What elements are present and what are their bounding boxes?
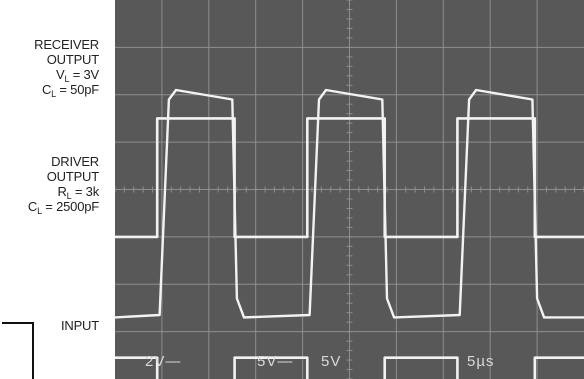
receiver-label-line2: OUTPUT <box>34 52 99 67</box>
oscilloscope-screen: 2V— 5V— 5V 5µs <box>115 0 584 379</box>
driver-label-line1: DRIVER <box>28 154 99 169</box>
receiver-cl-label: CL = 50pF <box>34 82 99 97</box>
graticule <box>115 0 584 379</box>
input-label: INPUT <box>61 318 99 333</box>
oscilloscope-display: 2V— 5V— 5V 5µs <box>115 0 584 379</box>
receiver-vl-label: VL = 3V <box>34 67 99 82</box>
scale-readouts: 2V— 5V— 5V 5µs <box>145 353 495 370</box>
readout-time-scale: 5µs <box>467 353 495 370</box>
driver-output-label: DRIVER OUTPUT RL = 3k CL = 2500pF <box>28 154 99 214</box>
corner-bracket-mark <box>2 322 34 379</box>
driver-rl-label: RL = 3k <box>28 184 99 199</box>
readout-receiver-scale: 2V— <box>145 353 181 370</box>
readout-driver-scale: 5V— <box>257 353 293 370</box>
driver-cl-label: CL = 2500pF <box>28 199 99 214</box>
receiver-output-label: RECEIVER OUTPUT VL = 3V CL = 50pF <box>34 37 99 97</box>
receiver-label-line1: RECEIVER <box>34 37 99 52</box>
readout-input-scale: 5V <box>321 353 341 370</box>
driver-label-line2: OUTPUT <box>28 169 99 184</box>
trace-labels: RECEIVER OUTPUT VL = 3V CL = 50pF DRIVER… <box>0 0 106 379</box>
